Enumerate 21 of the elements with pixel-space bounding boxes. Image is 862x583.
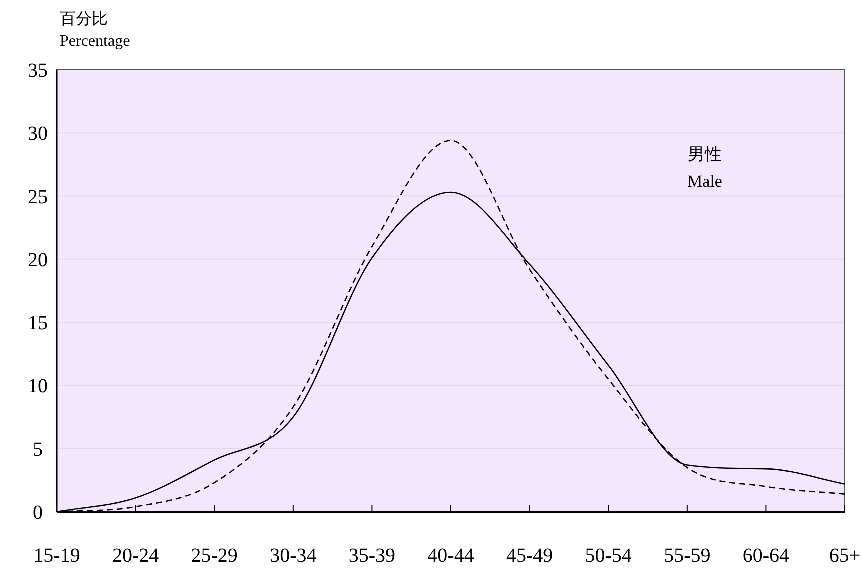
x-tick-label: 15-19 bbox=[34, 545, 80, 567]
y-axis-title: 百分比 Percentage bbox=[60, 10, 130, 50]
x-tick-label: 55-59 bbox=[664, 545, 711, 567]
y-tick-label: 10 bbox=[28, 376, 48, 398]
x-tick-label: 65+ bbox=[829, 545, 861, 567]
y-tick-label: 5 bbox=[33, 438, 43, 461]
x-tick-label: 40-44 bbox=[428, 545, 474, 567]
x-tick-label: 20-24 bbox=[112, 545, 160, 567]
x-tick-label: 60-64 bbox=[742, 545, 790, 567]
x-tick-label: 45-49 bbox=[506, 545, 554, 567]
y-tick-label: 35 bbox=[28, 60, 48, 82]
y-tick-label: 15 bbox=[28, 312, 48, 335]
x-tick-label: 50-54 bbox=[585, 545, 632, 567]
y-tick-label: 0 bbox=[33, 502, 43, 524]
x-tick-label: 35-39 bbox=[348, 545, 396, 567]
annotation: 男性 Male bbox=[688, 145, 722, 191]
x-tick-label: 30-34 bbox=[270, 545, 317, 567]
x-tick-label: 25-29 bbox=[191, 545, 238, 567]
y-tick-label: 25 bbox=[28, 186, 48, 208]
y-tick-label: 20 bbox=[28, 249, 48, 272]
y-tick-label: 30 bbox=[28, 123, 48, 146]
